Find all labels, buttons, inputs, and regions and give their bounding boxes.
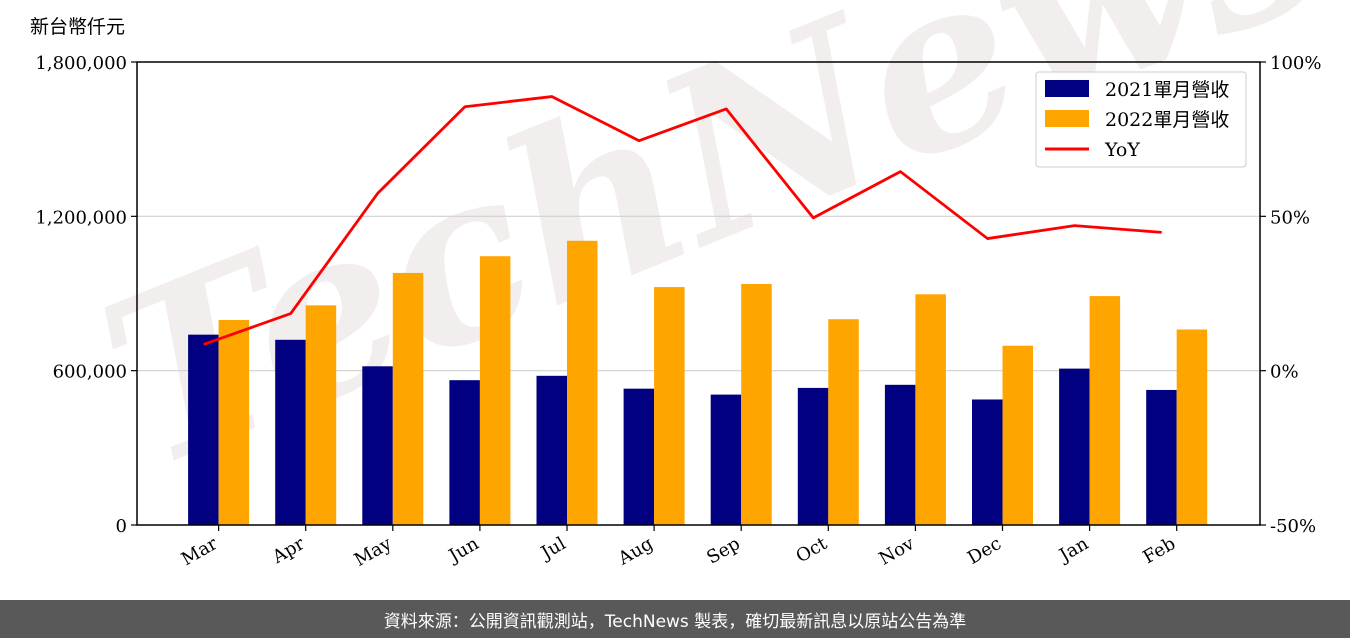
bar-2022-nov: [915, 294, 946, 525]
bar-2021-nov: [884, 384, 916, 525]
yoy-line: [203, 95, 1162, 346]
x-tick-label: May: [351, 533, 396, 571]
x-tick-label: Sep: [703, 533, 743, 568]
x-tick-label: Apr: [268, 533, 308, 568]
right-tick-label: -50%: [1270, 516, 1316, 537]
x-tick-label: Jan: [1054, 533, 1092, 567]
footer-text: 資料來源：公開資訊觀測站，TechNews 製表，確切最新訊息以原站公告為準: [383, 611, 967, 632]
bar-2022-dec: [1002, 345, 1033, 525]
x-tick-label: Jun: [444, 533, 483, 568]
legend-label-yoy: YoY: [1104, 139, 1140, 161]
x-tick-label: Aug: [614, 533, 657, 570]
legend-label-2022: 2022單月營收: [1105, 109, 1229, 131]
bar-2021-jan: [1059, 368, 1090, 525]
bars: [188, 240, 1208, 525]
x-tick-label: Dec: [964, 533, 1005, 569]
legend: 2021單月營收 2022單月營收 YoY: [1035, 71, 1247, 168]
bar-2022-mar: [218, 319, 250, 525]
bar-2021-aug: [623, 388, 655, 525]
legend-label-2021: 2021單月營收: [1105, 79, 1229, 101]
legend-swatch-2022: [1045, 110, 1089, 127]
bar-2022-jul: [567, 240, 598, 525]
x-tick-label: Oct: [793, 533, 832, 568]
revenue-chart: TechNews 0600,0001,200,0001,800,000-50%0…: [30, 0, 1350, 571]
right-tick-label: 50%: [1270, 207, 1310, 228]
bar-2021-oct: [797, 387, 829, 525]
right-tick-label: 100%: [1270, 53, 1321, 74]
bar-2022-aug: [654, 287, 685, 525]
bar-2021-feb: [1146, 389, 1177, 525]
bar-2021-apr: [275, 339, 306, 525]
yoy-line-group: [203, 95, 1162, 346]
left-tick-label: 600,000: [53, 362, 127, 383]
bar-2022-feb: [1176, 329, 1208, 525]
bar-2022-jun: [479, 256, 511, 525]
unit-label: 新台幣仟元: [30, 16, 125, 38]
source-footer: 資料來源：公開資訊觀測站，TechNews 製表，確切最新訊息以原站公告為準: [0, 600, 1350, 638]
x-tick-label: Jul: [536, 533, 570, 565]
x-tick-label: Feb: [1140, 533, 1180, 568]
bar-2021-jul: [536, 375, 567, 525]
x-tick-label: Mar: [178, 533, 222, 570]
left-tick-label: 1,800,000: [35, 53, 127, 74]
plot-frame: [136, 61, 1261, 526]
bar-2021-jun: [449, 380, 480, 525]
bar-2021-sep: [710, 394, 742, 525]
bar-2022-may: [392, 272, 424, 525]
bar-2022-oct: [828, 319, 859, 525]
bar-2021-dec: [972, 399, 1003, 525]
bar-2022-jan: [1089, 296, 1121, 525]
legend-swatch-2021: [1045, 80, 1089, 97]
right-tick-label: 0%: [1270, 362, 1299, 383]
bar-2022-apr: [305, 305, 337, 525]
bar-2021-mar: [188, 334, 219, 525]
bar-2022-sep: [741, 283, 772, 525]
x-tick-label: Nov: [876, 533, 919, 570]
left-tick-label: 1,200,000: [35, 207, 127, 228]
left-tick-label: 0: [116, 516, 127, 537]
bar-2021-may: [362, 366, 393, 525]
